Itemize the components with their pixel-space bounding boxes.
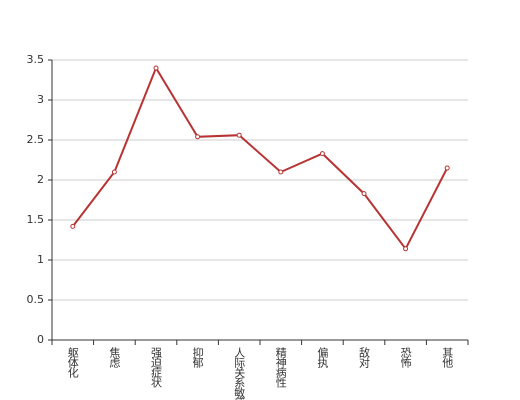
x-tick-label: 强迫症状	[150, 347, 163, 388]
y-tick-label: 0	[37, 333, 44, 346]
point	[236, 132, 242, 138]
y-tick-label: 2	[37, 173, 44, 186]
point	[319, 151, 325, 157]
y-tick-label: 2.5	[27, 133, 45, 146]
y-tick-label: 3	[37, 93, 44, 106]
point	[195, 134, 201, 140]
line	[72, 65, 449, 251]
x-tick-label: 恐怖	[399, 347, 412, 368]
y-tick-label: 1	[37, 253, 44, 266]
y-tick-label: 3.5	[27, 53, 45, 66]
point	[403, 246, 409, 252]
point	[153, 65, 159, 71]
x-tick-label: 焦虑	[108, 347, 121, 368]
x-tick-label: 抑郁	[191, 346, 204, 368]
x-tick-label: 躯体化	[66, 347, 79, 379]
x-tick-label: 精神病性	[274, 347, 287, 389]
point	[70, 223, 76, 229]
x-tick-label: 其他	[441, 347, 454, 368]
point	[361, 191, 367, 197]
point	[444, 165, 450, 171]
point	[111, 169, 117, 175]
y-tick-label: 1.5	[27, 213, 45, 226]
x-tick-label: 偏执	[316, 346, 329, 369]
y-tick-label: 0.5	[27, 293, 45, 306]
x-tick-label: 敌对	[358, 346, 371, 368]
point	[278, 169, 284, 175]
x-tick-label: 人际关系敏感	[233, 347, 246, 400]
